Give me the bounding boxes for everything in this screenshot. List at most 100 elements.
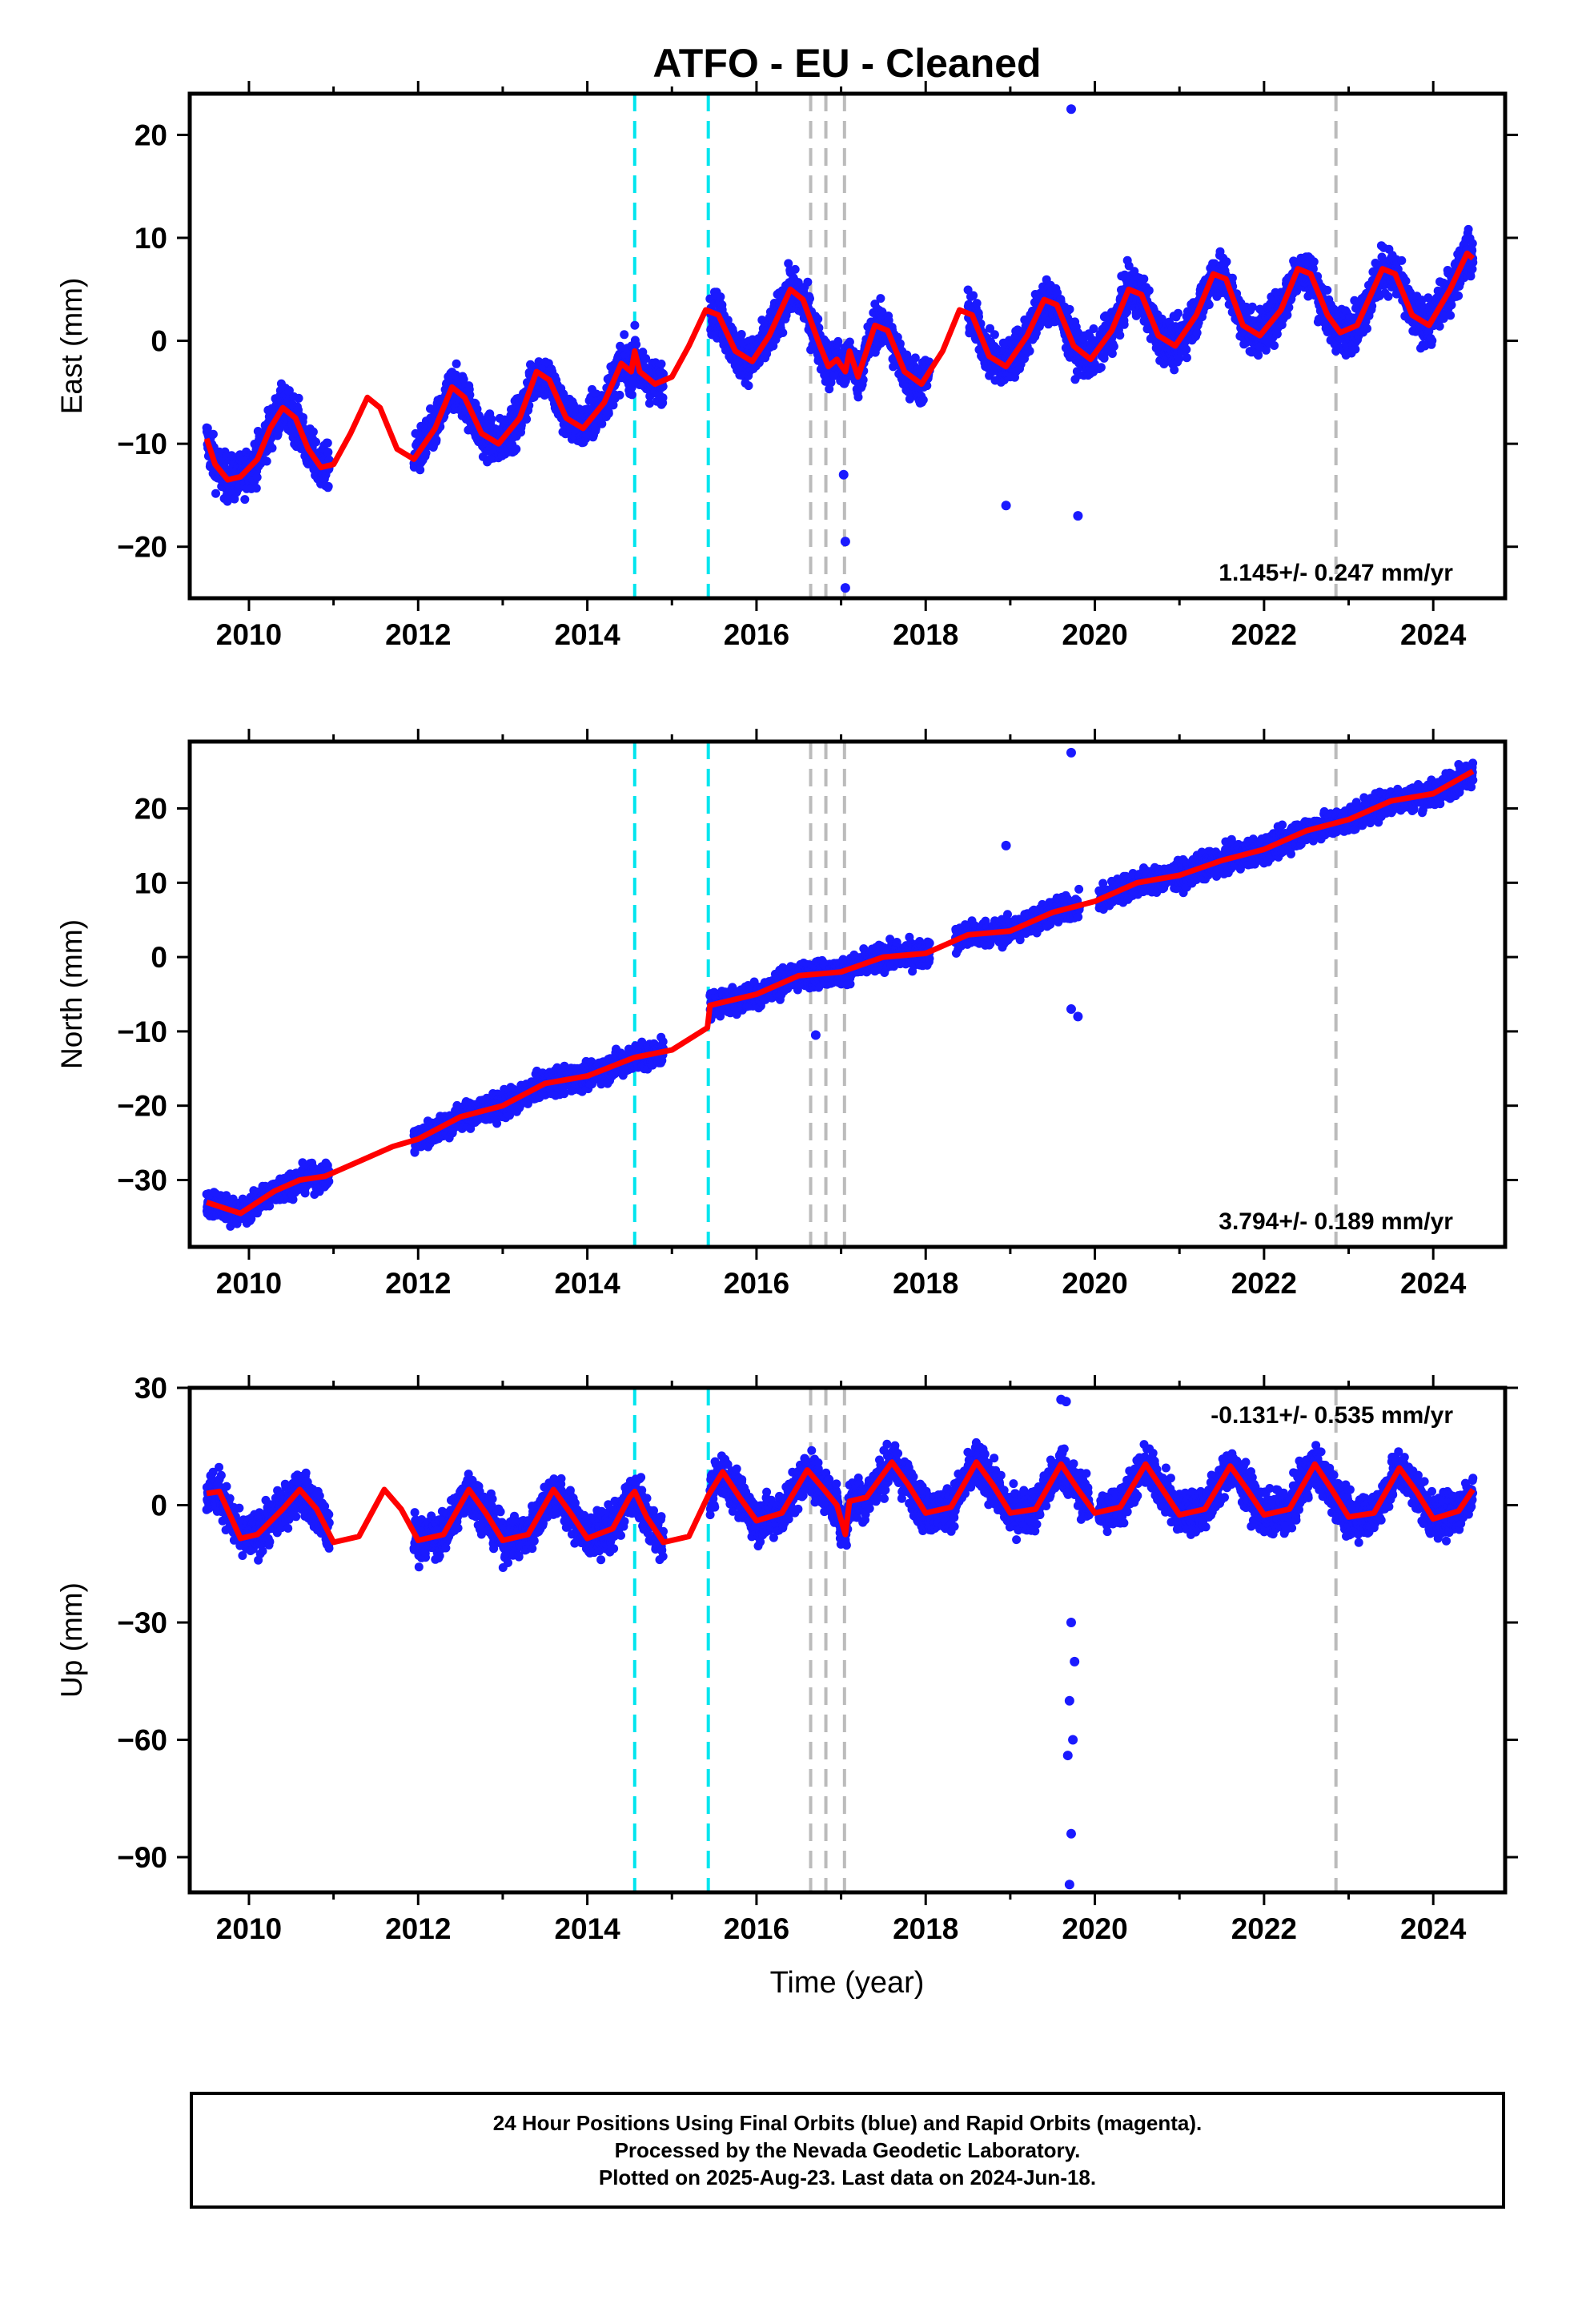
data-point [1144,286,1154,296]
outlier-point [840,537,850,547]
data-point [230,494,239,504]
data-point [203,424,212,433]
outlier-point [1001,501,1011,511]
data-point [299,412,307,422]
data-point [1139,274,1149,283]
data-point [1446,311,1456,320]
x-tick-label: 2024 [1400,618,1467,651]
data-point [1222,257,1231,267]
data-point [1466,271,1476,281]
data-point [262,456,271,466]
data-point [1182,353,1191,363]
data-point [723,316,733,325]
data-point [252,472,262,482]
data-point [1174,354,1184,364]
data-point [615,390,624,400]
data-point [267,444,277,452]
data-points [202,747,1478,1231]
x-tick-label: 2010 [216,618,282,651]
x-tick-label: 2012 [385,618,451,651]
data-point [1464,224,1473,234]
data-point [1227,273,1237,283]
model-curve [203,250,1476,483]
data-point [591,424,600,433]
data-point [1090,336,1098,345]
data-point [841,376,850,386]
x-tick-label: 2016 [724,618,789,651]
data-point [858,375,868,384]
data-point [716,292,725,302]
data-point [630,320,640,330]
data-point [803,277,813,287]
data-point [990,330,999,340]
data-point [826,378,836,388]
data-point [1270,341,1279,350]
data-point [963,285,973,295]
data-point [559,390,568,400]
rate-label: 1.145+/- 0.247 mm/yr [1219,560,1453,586]
data-point [465,390,475,400]
data-point [790,264,800,274]
data-point [833,336,843,346]
data-point [1096,363,1106,372]
data-point [641,354,651,364]
y-tick-label: −10 [117,428,167,460]
data-point [1204,300,1214,309]
data-point [240,495,250,505]
data-point [251,484,261,493]
data-point [658,393,668,403]
data-point [1254,351,1263,360]
data-point [416,465,425,475]
y-tick-label: −20 [117,531,167,564]
x-tick-label: 2014 [554,618,620,651]
data-point [452,359,461,368]
data-point [1115,331,1125,340]
data-point [845,337,854,347]
data-point [784,259,793,268]
data-point [876,294,885,304]
y-tick-label: 0 [151,325,167,358]
data-point [1363,324,1371,333]
data-point [459,375,468,384]
data-point [918,395,928,404]
data-point [323,438,332,448]
data-point [1174,308,1182,318]
data-points [202,104,1478,593]
data-point [1109,342,1118,352]
data-point [1182,345,1191,354]
data-point [1119,320,1129,329]
data-point [910,353,920,363]
data-point [1107,349,1117,358]
data-point [627,383,636,392]
data-point [1308,264,1318,274]
data-point [1468,258,1478,267]
plot-area [202,94,1478,598]
data-point [487,415,496,424]
data-point [656,360,666,368]
figure-title: ATFO - EU - Cleaned [652,41,1041,86]
data-point [1351,344,1360,354]
data-point [1170,365,1179,375]
data-point [895,339,905,348]
data-point [211,489,220,498]
data-point [1401,276,1411,286]
data-point [604,408,613,418]
y-tick-label: 10 [135,222,167,255]
data-point [627,390,636,400]
panel-north: 2010 2012 2014 2016 2018 2020 2022 2024−30−20−1… [55,729,1518,1300]
data-point [744,381,753,391]
y-axis-label: East (mm) [55,278,88,415]
data-point [813,314,823,324]
data-point [1284,303,1294,312]
plot-frame [187,91,1508,601]
data-point [1124,261,1134,271]
data-point [1065,304,1074,314]
data-point [620,330,629,340]
data-point [778,328,788,337]
panel-east: 2010 2012 2014 2016 2018 2020 2022 2024−20−1001… [55,81,1518,651]
data-point [1435,321,1444,331]
y-tick-label: 20 [135,119,167,151]
data-point [432,435,441,444]
data-point [1468,239,1477,248]
